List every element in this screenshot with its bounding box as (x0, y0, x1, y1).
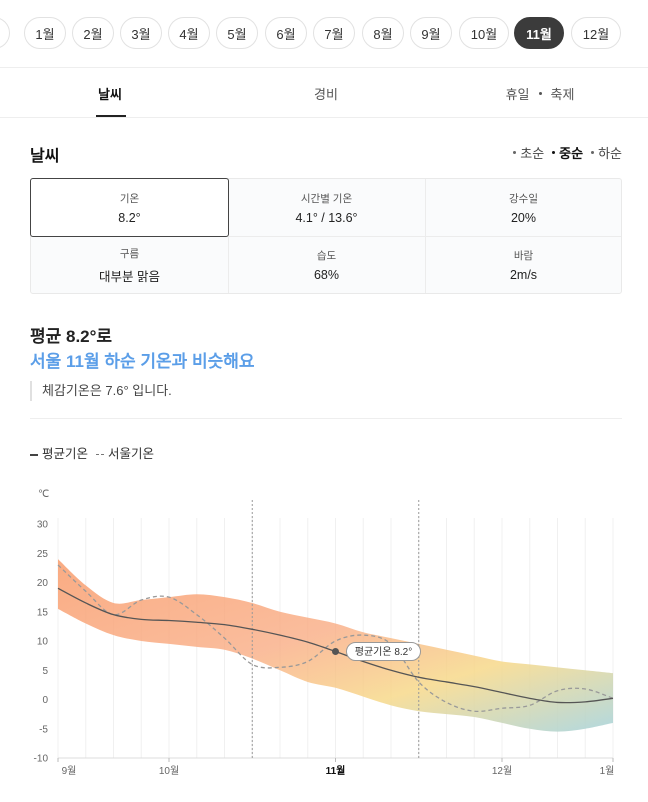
period-early[interactable]: 초순 (513, 143, 544, 162)
stat-value: 20% (510, 211, 537, 225)
solid-line-icon (30, 453, 38, 456)
dashed-line-icon (96, 454, 105, 456)
month-pill-label: 12월 (582, 26, 610, 42)
headline-average: 평균 8.2°로 (30, 327, 113, 346)
stat-value: 4.1° / 13.6° (295, 211, 358, 225)
month-pill-label: 11월 (526, 26, 552, 42)
y-tick-label: 10 (37, 637, 49, 648)
period-late-label: 하순 (598, 146, 622, 161)
feels-like-text: 체감기온은 7.6° 입니다. (30, 381, 172, 401)
y-tick-label: 0 (42, 695, 48, 706)
month-pill-label: 5월 (227, 26, 247, 42)
x-tick-label: 10월 (159, 765, 179, 777)
month-pill[interactable]: 9월 (410, 17, 452, 49)
legend-seoul-label: 서울기온 (108, 447, 155, 461)
x-tick-label: 11월 (326, 765, 346, 777)
tab-weather[interactable]: 날씨 (60, 68, 160, 118)
month-pill[interactable]: 3월 (120, 17, 162, 49)
period-mid[interactable]: 중순 (552, 143, 583, 162)
month-pill[interactable]: 2월 (72, 17, 114, 49)
y-tick-label: -5 (39, 724, 48, 735)
month-pill[interactable]: 6월 (265, 17, 307, 49)
legend-avg-label: 평균기온 (42, 447, 89, 461)
bullet-icon (552, 151, 556, 154)
y-tick-label: 15 (37, 607, 49, 618)
average-marker-dot (332, 648, 339, 656)
period-late[interactable]: 하순 (591, 143, 622, 162)
month-pill[interactable]: 5월 (216, 17, 258, 49)
y-tick-label: 5 (42, 666, 48, 677)
month-pill[interactable]: 8월 (362, 17, 404, 49)
separator-dot (538, 91, 542, 95)
month-pill-label: 6월 (276, 26, 296, 42)
stat-label: 바람 (513, 250, 534, 262)
stat-cloud[interactable]: 구름 대부분 맑음 (31, 236, 228, 294)
month-selector: ‹ 1월 2월 3월 4월 5월 6월 7월 8월 9월 10월 11월 12월 (0, 0, 648, 68)
headline-comparison: 서울 11월 하순 기온과 비슷해요 (30, 352, 255, 371)
month-pill[interactable]: 10월 (459, 17, 509, 49)
x-tick-label: 9월 (62, 765, 77, 777)
temperature-chart: ℃ 30 25 20 15 10 5 0 -5 -10 평균기온 8.2° 9월 10월 11월 12월 1월 (34, 489, 615, 777)
stat-value: 대부분 맑음 (99, 269, 160, 284)
y-unit-label: ℃ (38, 489, 49, 500)
stat-rain-days[interactable]: 강수일 20% (425, 179, 622, 237)
stat-label: 구름 (119, 247, 140, 260)
legend-avg: 평균기온 (30, 443, 88, 462)
marker-tooltip-label: 평균기온 8.2° (355, 646, 412, 658)
divider (30, 418, 622, 419)
month-pill[interactable]: 4월 (168, 17, 210, 49)
legend-seoul: 서울기온 (96, 443, 154, 462)
stat-label: 시간별 기온 (300, 193, 353, 205)
month-pill[interactable]: 12월 (571, 17, 621, 49)
temperature-range-band (58, 559, 613, 732)
y-tick-label: 25 (37, 549, 49, 560)
stat-temperature[interactable]: 기온 8.2° (30, 178, 229, 237)
period-mid-label: 중순 (559, 146, 584, 161)
month-pill-label: 8월 (373, 26, 393, 42)
tab-holiday-label: 휴일 (505, 86, 530, 102)
stat-humidity[interactable]: 습도 68% (228, 236, 425, 294)
y-tick-label: -10 (34, 754, 49, 765)
month-pill-label: 4월 (179, 26, 199, 42)
month-pill-label: 7월 (324, 26, 344, 42)
stat-value: 68% (313, 268, 340, 282)
month-pill-label: 10월 (470, 26, 498, 42)
bullet-icon (513, 151, 517, 154)
series-seoul-line (57, 564, 614, 713)
stat-value: 8.2° (118, 210, 141, 225)
stat-label: 강수일 (509, 193, 538, 205)
period-selector: 초순 중순 하순 (513, 143, 622, 162)
stat-wind[interactable]: 바람 2m/s (425, 236, 622, 294)
tab-weather-label: 날씨 (98, 86, 122, 102)
month-pill[interactable]: 1월 (24, 17, 66, 49)
chart-legend: 평균기온 서울기온 (30, 443, 154, 462)
y-tick-label: 30 (37, 520, 49, 531)
month-pill-label: 3월 (131, 26, 151, 42)
x-tick-label: 1월 (600, 765, 615, 777)
period-early-label: 초순 (520, 146, 545, 161)
tab-bar: 날씨 경비 휴일 축제 (0, 68, 648, 118)
grid-divider (31, 236, 621, 237)
stat-label: 기온 (119, 192, 140, 205)
month-pill-prev[interactable]: ‹ (0, 17, 10, 49)
x-tick-label: 12월 (492, 765, 512, 777)
stat-hourly-temp[interactable]: 시간별 기온 4.1° / 13.6° (228, 179, 425, 237)
tab-expense[interactable]: 경비 (276, 68, 376, 118)
y-tick-label: 20 (37, 578, 49, 589)
month-pill[interactable]: 11월 (514, 17, 564, 49)
stat-label: 습도 (316, 250, 337, 262)
weather-stats-grid: 기온 8.2° 시간별 기온 4.1° / 13.6° 강수일 20% 구름 대… (30, 178, 622, 294)
stat-value: 2m/s (509, 268, 538, 282)
month-pill-label: 1월 (35, 26, 55, 42)
month-pill[interactable]: 7월 (313, 17, 355, 49)
marker-tooltip (346, 642, 421, 662)
tab-holiday-festival[interactable]: 휴일 축제 (480, 68, 600, 118)
section-title: 날씨 (30, 148, 60, 165)
tab-expense-label: 경비 (314, 86, 338, 102)
month-pill-label: 2월 (83, 26, 103, 42)
tab-active-underline (96, 115, 126, 117)
tab-festival-label: 축제 (550, 86, 575, 102)
month-pill-label: 9월 (421, 26, 441, 42)
bullet-icon (591, 151, 595, 154)
